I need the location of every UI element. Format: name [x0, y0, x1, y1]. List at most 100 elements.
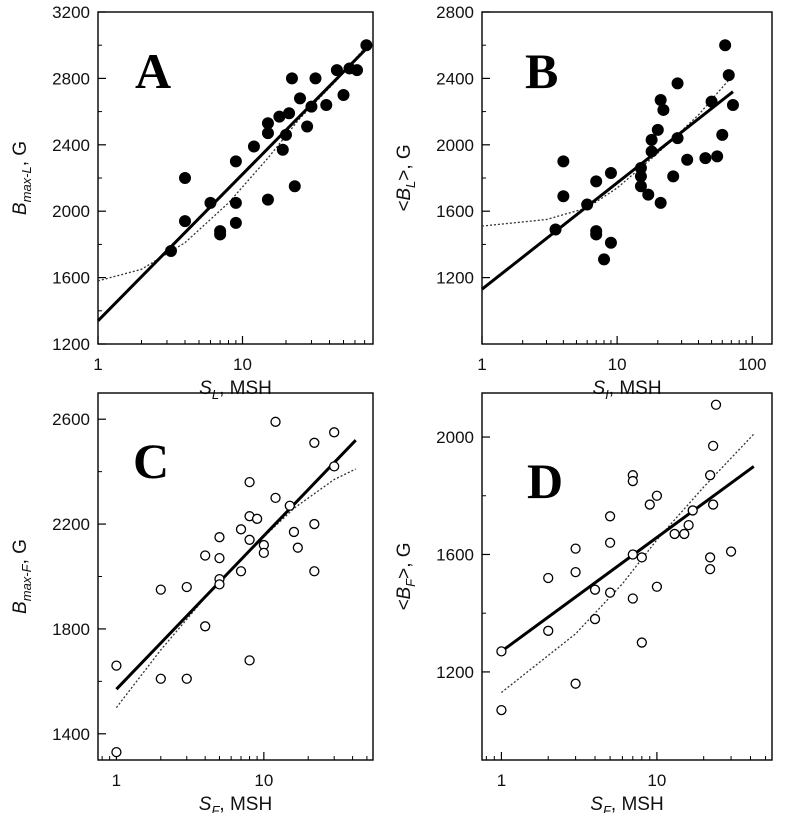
x-tick-label: 10	[608, 355, 627, 374]
data-point	[651, 581, 663, 592]
data-point	[229, 196, 242, 209]
data-point	[704, 470, 716, 481]
data-point	[589, 613, 601, 625]
data-point	[570, 566, 581, 578]
data-point	[604, 587, 616, 598]
data-point	[549, 223, 562, 236]
y-tick-label: 1200	[436, 663, 474, 682]
y-tick-label: 2800	[436, 3, 474, 22]
data-point	[636, 552, 647, 563]
data-point	[214, 228, 227, 241]
panel-letter: C	[133, 433, 169, 489]
panel-letter: B	[525, 43, 558, 99]
data-point	[178, 215, 191, 228]
data-point	[320, 98, 333, 111]
y-tick-label: 2000	[52, 202, 90, 221]
data-point	[657, 103, 670, 116]
data-point	[229, 155, 242, 168]
data-point	[261, 193, 274, 206]
data-point	[681, 153, 694, 166]
data-point	[111, 660, 122, 671]
data-point	[683, 519, 694, 531]
data-point	[111, 746, 122, 758]
data-point	[570, 678, 581, 689]
data-point	[598, 253, 611, 266]
data-point	[309, 518, 320, 530]
data-point	[627, 549, 638, 560]
x-axis-label: SF, MSH	[199, 794, 272, 813]
data-point	[671, 77, 684, 90]
data-point	[155, 673, 166, 684]
data-point	[292, 542, 303, 553]
data-point	[283, 107, 296, 120]
fit-line	[481, 90, 734, 291]
y-tick-label: 1600	[52, 269, 90, 288]
data-point	[557, 155, 570, 168]
data-point	[704, 564, 716, 575]
data-point	[301, 120, 314, 133]
data-point	[642, 188, 655, 201]
data-point	[654, 196, 667, 209]
y-tick-label: 2600	[52, 410, 90, 429]
data-point	[589, 584, 601, 595]
data-point	[719, 39, 732, 52]
data-point	[590, 228, 603, 241]
data-point	[496, 704, 507, 716]
x-tick-label: 1	[497, 771, 506, 790]
data-point	[711, 150, 724, 163]
data-point	[722, 69, 735, 82]
y-tick-label: 3200	[52, 3, 90, 22]
data-point	[543, 572, 554, 584]
data-point	[604, 537, 616, 548]
y-tick-label: 1200	[52, 335, 90, 354]
data-point	[645, 145, 658, 158]
data-point	[654, 93, 667, 106]
y-tick-label: 1200	[436, 269, 474, 288]
data-point	[557, 190, 570, 203]
x-tick-label: 1	[112, 771, 121, 790]
y-axis-label: <BL>, G	[394, 144, 418, 211]
data-point	[309, 72, 322, 85]
data-point	[204, 196, 217, 209]
data-point	[590, 175, 603, 188]
y-tick-label: 1400	[52, 725, 90, 744]
data-point	[707, 499, 719, 510]
panel-letter: A	[135, 43, 171, 99]
data-point	[496, 646, 507, 657]
fit-curve-dotted	[115, 468, 356, 708]
data-point	[164, 245, 177, 258]
data-point	[651, 490, 663, 501]
data-point	[244, 476, 255, 488]
y-tick-label: 1800	[52, 620, 90, 639]
data-point	[261, 117, 274, 130]
data-point	[309, 437, 320, 448]
data-point	[276, 143, 289, 156]
data-point	[669, 528, 680, 540]
y-tick-label: 2400	[436, 69, 474, 88]
panel-b: 1200 1600 2000 2400 2800 1 10 100 B SI, MSH <BL>, …	[394, 3, 773, 402]
y-axis-label: <BF>, G	[394, 542, 418, 610]
y-axis-label: Bmax-F, G	[10, 539, 34, 614]
data-point	[634, 180, 647, 193]
data-point	[687, 505, 698, 516]
data-point	[604, 511, 616, 522]
data-point	[726, 98, 739, 111]
data-point	[679, 528, 690, 540]
data-point	[270, 492, 281, 504]
data-point	[627, 475, 638, 487]
data-point	[716, 128, 729, 141]
data-point	[229, 216, 242, 229]
data-point	[644, 499, 655, 510]
data-point	[725, 546, 737, 557]
panel-c: 1400 1800 2200 2600 1 10 C SF, MSH Bmax-F, G	[10, 392, 374, 813]
y-tick-label: 2200	[52, 515, 90, 534]
data-point	[543, 625, 554, 636]
x-tick-label: 10	[254, 771, 273, 790]
y-tick-label: 2000	[436, 136, 474, 155]
panel-d: 1200 1600 2000 1 10 D SF, MSH <BF>, G	[394, 392, 773, 813]
data-point	[645, 133, 658, 146]
data-point	[360, 39, 373, 52]
data-point	[627, 593, 638, 604]
data-point	[214, 579, 225, 590]
